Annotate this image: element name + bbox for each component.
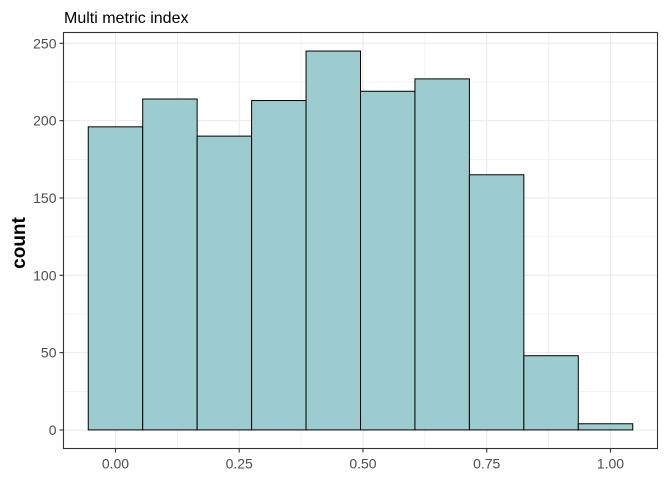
y-axis-label: count	[9, 216, 30, 268]
histogram-bar	[305, 50, 361, 431]
x-axis-ticks: 0.00 0.25 0.50 0.75 1.00	[102, 448, 624, 472]
y-axis-ticks: 0 50 100 150 200 250	[33, 35, 64, 438]
histogram-bars	[87, 50, 634, 431]
histogram-bar	[360, 90, 416, 431]
x-tick-label: 0.50	[349, 456, 376, 472]
chart-title: Multi metric index	[64, 10, 188, 27]
histogram-bar	[468, 174, 525, 431]
histogram-bar	[577, 423, 634, 431]
x-tick-label: 0.25	[226, 456, 253, 472]
x-tick-label: 0.75	[473, 456, 500, 472]
y-tick-label: 250	[33, 35, 57, 51]
x-tick-label: 1.00	[597, 456, 624, 472]
histogram-bar	[251, 100, 307, 431]
y-tick-label: 100	[33, 267, 57, 283]
histogram-bar	[196, 135, 253, 431]
y-tick-label: 150	[33, 190, 57, 206]
panel-border	[62, 31, 659, 450]
y-tick-label: 200	[33, 113, 57, 129]
y-tick-label: 50	[41, 345, 57, 361]
histogram-bar	[87, 126, 144, 431]
histogram-bar	[142, 98, 198, 431]
y-tick-label: 0	[49, 422, 57, 438]
histogram-bar	[523, 355, 579, 431]
x-tick-label: 0.00	[102, 456, 129, 472]
histogram-bar	[414, 78, 470, 431]
